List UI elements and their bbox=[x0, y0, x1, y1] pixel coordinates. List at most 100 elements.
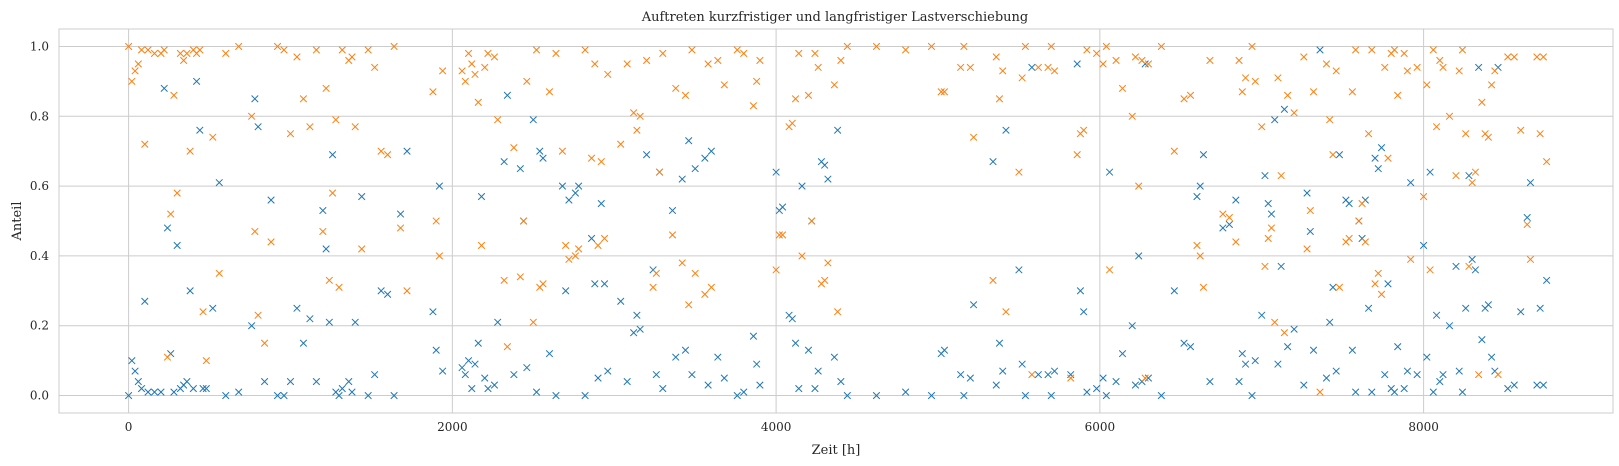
data-point-marker bbox=[1371, 154, 1379, 162]
data-point-marker bbox=[468, 60, 476, 68]
data-point-marker bbox=[458, 67, 466, 75]
data-point-marker bbox=[623, 60, 631, 68]
data-point-marker bbox=[1157, 42, 1166, 51]
data-point-marker bbox=[215, 269, 223, 278]
data-point-marker bbox=[1426, 168, 1434, 176]
data-point-marker bbox=[1351, 388, 1360, 396]
data-point-marker bbox=[1080, 308, 1088, 316]
data-point-marker bbox=[1374, 269, 1382, 278]
data-point-marker bbox=[1021, 391, 1030, 400]
data-point-marker bbox=[1248, 42, 1256, 51]
data-point-marker bbox=[1394, 91, 1402, 99]
data-point-marker bbox=[720, 81, 728, 89]
data-point-marker bbox=[1517, 126, 1525, 134]
data-point-marker bbox=[1462, 304, 1470, 312]
data-point-marker bbox=[128, 356, 136, 365]
data-point-marker bbox=[396, 224, 405, 232]
data-point-marker bbox=[1452, 171, 1460, 180]
data-point-marker bbox=[192, 77, 201, 86]
data-point-marker bbox=[1135, 182, 1143, 190]
data-point-marker bbox=[1144, 60, 1153, 68]
data-point-marker bbox=[186, 147, 194, 155]
data-point-marker bbox=[280, 46, 288, 54]
data-point-marker bbox=[254, 311, 262, 319]
data-point-marker bbox=[1371, 280, 1379, 288]
data-point-marker bbox=[571, 189, 580, 197]
data-point-marker bbox=[594, 374, 602, 382]
data-point-marker bbox=[254, 123, 262, 131]
data-point-marker bbox=[1290, 325, 1298, 333]
data-point-marker bbox=[1368, 46, 1376, 54]
data-point-marker bbox=[503, 343, 512, 351]
data-point-marker bbox=[749, 332, 758, 340]
data-point-marker bbox=[371, 370, 379, 379]
data-point-marker bbox=[1112, 377, 1120, 386]
data-point-marker bbox=[1361, 238, 1369, 246]
data-point-marker bbox=[1021, 42, 1030, 51]
x-tick-label: 4000 bbox=[761, 420, 792, 434]
data-point-marker bbox=[830, 81, 839, 89]
data-point-marker bbox=[778, 231, 787, 239]
data-point-marker bbox=[529, 116, 537, 124]
data-point-marker bbox=[338, 384, 346, 393]
data-point-marker bbox=[678, 175, 686, 183]
data-point-marker bbox=[1436, 377, 1444, 386]
data-point-marker bbox=[523, 77, 531, 86]
data-point-marker bbox=[1251, 356, 1259, 365]
data-point-marker bbox=[332, 116, 340, 124]
data-point-marker bbox=[364, 46, 372, 54]
data-point-marker bbox=[1186, 343, 1195, 351]
data-point-marker bbox=[1403, 367, 1412, 375]
data-point-marker bbox=[1290, 109, 1298, 117]
data-point-marker bbox=[247, 322, 256, 330]
data-point-marker bbox=[438, 367, 447, 375]
data-point-marker bbox=[170, 388, 178, 396]
data-point-marker bbox=[1429, 46, 1437, 54]
data-point-marker bbox=[714, 56, 722, 65]
data-point-marker bbox=[1135, 252, 1143, 260]
data-point-marker bbox=[1419, 241, 1428, 250]
data-point-marker bbox=[633, 126, 641, 134]
data-points bbox=[124, 42, 1551, 400]
data-point-marker bbox=[432, 346, 440, 354]
data-point-marker bbox=[1322, 374, 1331, 382]
data-point-marker bbox=[474, 98, 482, 106]
data-point-marker bbox=[989, 276, 997, 284]
data-point-marker bbox=[837, 56, 845, 65]
data-point-marker bbox=[1374, 164, 1382, 173]
data-point-marker bbox=[1484, 133, 1493, 141]
data-point-marker bbox=[293, 53, 301, 61]
data-point-marker bbox=[811, 49, 819, 58]
data-point-marker bbox=[1413, 370, 1421, 379]
data-point-marker bbox=[999, 67, 1007, 75]
data-point-marker bbox=[707, 147, 716, 155]
data-point-marker bbox=[134, 377, 142, 386]
data-point-marker bbox=[1381, 370, 1389, 379]
data-point-marker bbox=[1047, 42, 1055, 51]
data-point-marker bbox=[124, 42, 133, 51]
data-point-marker bbox=[956, 370, 965, 379]
data-point-marker bbox=[1478, 98, 1486, 106]
data-point-marker bbox=[1474, 370, 1483, 379]
data-point-marker bbox=[183, 49, 191, 58]
data-point-marker bbox=[1423, 81, 1431, 89]
data-point-marker bbox=[183, 377, 191, 386]
data-point-marker bbox=[477, 192, 486, 201]
data-point-marker bbox=[235, 42, 243, 51]
data-point-marker bbox=[642, 56, 651, 65]
data-point-marker bbox=[1517, 308, 1525, 316]
data-point-marker bbox=[1131, 381, 1140, 389]
data-point-marker bbox=[377, 147, 385, 155]
data-point-marker bbox=[403, 287, 411, 295]
data-point-marker bbox=[484, 49, 492, 58]
data-point-marker bbox=[604, 367, 612, 375]
data-point-marker bbox=[1267, 210, 1276, 218]
data-point-marker bbox=[364, 391, 372, 400]
data-point-marker bbox=[830, 353, 839, 361]
data-point-marker bbox=[1423, 353, 1431, 361]
data-point-marker bbox=[306, 123, 314, 131]
data-point-marker bbox=[636, 325, 644, 333]
data-point-marker bbox=[1225, 213, 1234, 222]
data-point-marker bbox=[1180, 339, 1188, 347]
data-point-marker bbox=[1102, 391, 1110, 400]
